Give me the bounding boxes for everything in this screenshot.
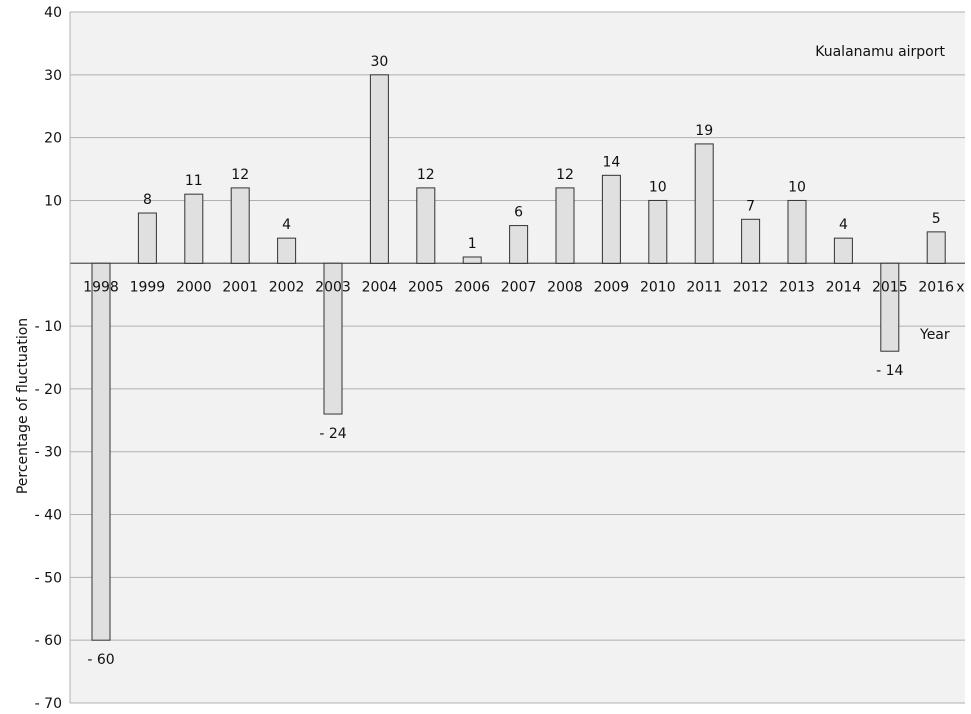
bar-2000: [184, 193, 204, 264]
x-tick-label-2001: 2001: [222, 279, 258, 295]
data-label-2000: 11: [185, 173, 203, 189]
data-label-1998: - 60: [87, 652, 114, 668]
data-label-2010: 10: [649, 179, 667, 195]
data-label-2014: 4: [839, 217, 848, 233]
y-tick-labels: 40 30 20 10 - 10 - 20 - 30 - 40 - 50 - 60 - 70: [35, 5, 62, 712]
x-tick-label-2006: 2006: [454, 279, 490, 295]
bar-2009: [601, 174, 621, 264]
data-label-2012: 7: [746, 198, 755, 214]
y-tick-label: - 20: [35, 382, 62, 398]
x-tick-label-2014: 2014: [826, 279, 862, 295]
x-tick-label-2007: 2007: [501, 279, 537, 295]
data-label-2005: 12: [417, 167, 435, 183]
bar-2012: [741, 218, 761, 264]
x-tick-label-2015: 2015: [872, 279, 908, 295]
bar-1998: [91, 262, 111, 641]
y-tick-label: 40: [44, 5, 62, 21]
bar-2011: [694, 143, 714, 264]
bar-2004: [369, 74, 389, 264]
x-tick-label-2008: 2008: [547, 279, 583, 295]
bar-2014: [833, 237, 853, 264]
y-tick-label: - 60: [35, 633, 62, 649]
bar-2006: [462, 256, 482, 264]
data-label-2016: 5: [932, 211, 941, 227]
data-label-2009: 14: [602, 154, 620, 170]
x-tick-labels: 1998 1999 2000 2001 2002 2003 2004 2005 2006 2007…: [83, 279, 964, 295]
y-tick-label: - 10: [35, 319, 62, 335]
plot-background: [70, 12, 965, 703]
data-label-2004: 30: [370, 54, 388, 70]
data-labels: - 60 8 11 12 4 - 24 30 12 1 6 12 14 10 19 7 10 4 - 14 5: [87, 54, 940, 668]
x-tick-label-2013: 2013: [779, 279, 815, 295]
bar-2013: [787, 199, 807, 264]
x-tick-label-2005: 2005: [408, 279, 444, 295]
data-label-2008: 12: [556, 167, 574, 183]
x-tick-label-2000: 2000: [176, 279, 212, 295]
y-tick-label: - 30: [35, 445, 62, 461]
y-tick-label: - 70: [35, 696, 62, 712]
x-tick-label-1999: 1999: [130, 279, 166, 295]
bar-2010: [648, 199, 668, 264]
x-tick-label-2009: 2009: [594, 279, 630, 295]
bar-2007: [509, 225, 529, 264]
bar-2015: [880, 262, 900, 352]
data-label-2003: - 24: [319, 426, 346, 442]
bar-2005: [416, 187, 436, 264]
x-tick-label-2003: 2003: [315, 279, 351, 295]
data-label-2001: 12: [231, 167, 249, 183]
x-tick-label-2002: 2002: [269, 279, 305, 295]
x-tick-label-2012: 2012: [733, 279, 769, 295]
data-label-2013: 10: [788, 179, 806, 195]
bar-2001: [230, 187, 250, 264]
data-label-2006: 1: [468, 236, 477, 252]
x-tick-label-2016: 2016: [918, 279, 954, 295]
y-tick-label: - 50: [35, 570, 62, 586]
x-tick-label-2004: 2004: [362, 279, 398, 295]
y-tick-label: - 40: [35, 508, 62, 524]
chart-annotation: Kualanamu airport: [815, 44, 945, 60]
y-tick-label: 30: [44, 68, 62, 84]
x-tick-label-2011: 2011: [686, 279, 722, 295]
x-axis-label: Year: [919, 327, 950, 343]
bars: [91, 74, 946, 641]
data-label-2007: 6: [514, 205, 523, 221]
y-tick-label: 20: [44, 131, 62, 147]
y-axis-label: Percentage of fluctuation: [15, 318, 31, 494]
bar-2002: [277, 237, 297, 264]
bar-2003: [323, 262, 343, 415]
data-label-1999: 8: [143, 192, 152, 208]
bar-1999: [137, 212, 157, 264]
bar-2016: [926, 231, 946, 264]
y-tick-label: 10: [44, 193, 62, 209]
data-label-2002: 4: [282, 217, 291, 233]
data-label-2011: 19: [695, 123, 713, 139]
bar-2008: [555, 187, 575, 264]
data-label-2015: - 14: [876, 363, 903, 379]
x-tick-label-2010: 2010: [640, 279, 676, 295]
gridlines: [69, 11, 965, 704]
x-tick-label-1998: 1998: [83, 279, 119, 295]
x-axis-marker: x: [956, 279, 964, 295]
